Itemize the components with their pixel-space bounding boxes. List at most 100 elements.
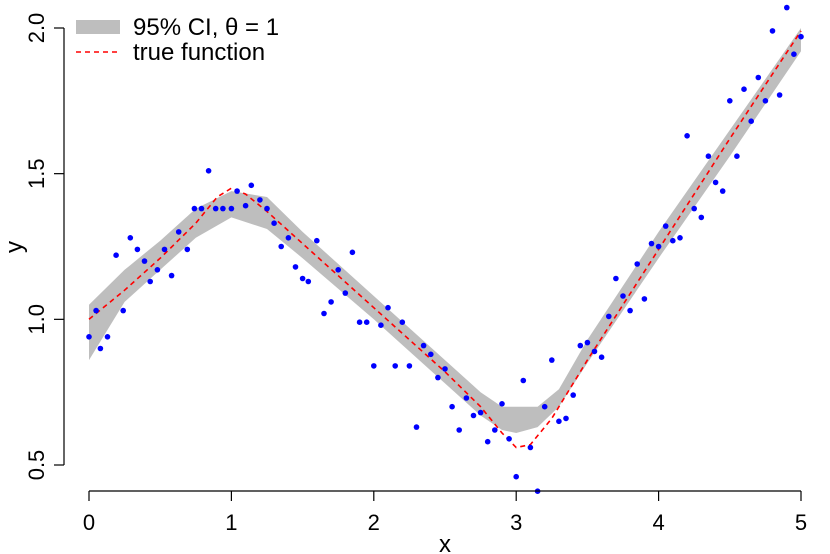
- data-point: [541, 403, 548, 410]
- data-point: [242, 202, 249, 209]
- true-function-line: [88, 30, 802, 449]
- data-point: [212, 205, 219, 212]
- data-point: [248, 182, 255, 189]
- data-point: [719, 188, 726, 194]
- data-point: [477, 409, 484, 416]
- data-point: [442, 366, 448, 372]
- data-point: [104, 334, 111, 340]
- data-point: [506, 436, 512, 442]
- data-point: [220, 205, 226, 212]
- data-point: [399, 319, 406, 326]
- data-point: [577, 342, 584, 349]
- data-point: [549, 357, 555, 363]
- legend-true-function-label: true function: [133, 39, 265, 66]
- data-point: [484, 438, 491, 445]
- data-point: [198, 205, 205, 212]
- data-point: [141, 258, 148, 264]
- data-point: [677, 235, 683, 241]
- data-point: [648, 240, 655, 247]
- data-point: [670, 237, 676, 244]
- x-axis-title: x: [439, 531, 451, 554]
- data-point: [97, 345, 104, 352]
- x-tick-label: 2: [368, 510, 380, 535]
- data-point: [492, 427, 498, 433]
- data-point: [705, 153, 712, 159]
- observation-points: [86, 4, 804, 495]
- y-tick-label: 1.0: [24, 304, 49, 335]
- legend-ci-label: 95% CI, θ = 1: [133, 14, 279, 41]
- data-point: [798, 33, 804, 40]
- data-point: [784, 4, 790, 11]
- data-point: [234, 188, 240, 194]
- data-point: [127, 235, 134, 241]
- data-point: [335, 267, 342, 273]
- x-tick-label: 0: [83, 510, 95, 535]
- data-point: [684, 133, 690, 139]
- data-point: [556, 418, 562, 425]
- data-point: [305, 278, 312, 285]
- data-point: [205, 168, 212, 174]
- data-point: [292, 264, 299, 270]
- data-point: [435, 374, 441, 381]
- data-point: [727, 98, 733, 104]
- data-point: [527, 444, 534, 451]
- data-point: [513, 473, 519, 480]
- data-point: [741, 86, 747, 92]
- data-point: [698, 214, 705, 221]
- data-point: [762, 98, 769, 104]
- data-point: [191, 205, 198, 212]
- data-point: [314, 237, 320, 244]
- data-point: [620, 293, 626, 299]
- data-point: [570, 392, 576, 398]
- data-point: [392, 363, 399, 369]
- data-point: [154, 267, 161, 273]
- data-point: [584, 339, 591, 346]
- data-point: [598, 354, 605, 361]
- data-point: [342, 290, 349, 296]
- data-point: [147, 278, 153, 285]
- y-tick-label: 2.0: [24, 13, 49, 44]
- axes: 0 1 2 3 4 5 0.5 1.0 1.5 2.0: [24, 13, 807, 535]
- data-point: [378, 322, 384, 329]
- data-point: [613, 275, 619, 282]
- data-point: [428, 351, 434, 358]
- data-point: [776, 92, 783, 98]
- data-point: [228, 205, 235, 212]
- data-point: [134, 246, 141, 253]
- data-point: [712, 179, 719, 186]
- x-tick-label: 5: [795, 510, 807, 535]
- data-point: [420, 342, 427, 349]
- data-point: [349, 249, 356, 256]
- x-tick-label: 3: [510, 510, 522, 535]
- data-point: [769, 28, 776, 34]
- data-point: [356, 319, 363, 326]
- data-point: [641, 296, 648, 302]
- data-point: [634, 261, 640, 267]
- data-point: [86, 334, 92, 340]
- data-point: [748, 118, 754, 124]
- data-point: [691, 205, 697, 212]
- data-point: [257, 197, 263, 203]
- data-point: [278, 243, 285, 250]
- data-point: [456, 427, 463, 433]
- data-point: [363, 319, 370, 326]
- y-axis-title: y: [1, 241, 28, 253]
- y-tick-label: 0.5: [24, 450, 49, 481]
- data-point: [591, 348, 598, 355]
- data-point: [168, 272, 175, 279]
- data-point: [184, 246, 191, 253]
- data-point: [93, 307, 99, 314]
- data-point: [328, 299, 334, 305]
- data-point: [385, 304, 391, 311]
- data-point: [406, 363, 413, 369]
- data-point: [655, 243, 662, 250]
- legend: 95% CI, θ = 1 true function: [76, 14, 279, 66]
- data-point: [606, 313, 612, 320]
- data-point: [470, 412, 477, 419]
- data-point: [734, 153, 740, 159]
- data-point: [264, 205, 270, 212]
- data-point: [662, 223, 669, 229]
- data-point: [791, 51, 797, 57]
- data-point: [175, 229, 182, 235]
